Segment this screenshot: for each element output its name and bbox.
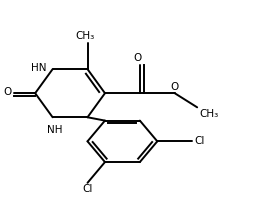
Text: CH₃: CH₃ — [75, 31, 95, 41]
Text: CH₃: CH₃ — [200, 109, 219, 119]
Text: O: O — [171, 82, 179, 92]
Text: Cl: Cl — [82, 185, 93, 194]
Text: NH: NH — [47, 125, 63, 135]
Text: HN: HN — [31, 63, 46, 73]
Text: Cl: Cl — [195, 136, 205, 146]
Text: O: O — [3, 87, 11, 97]
Text: O: O — [133, 52, 141, 63]
